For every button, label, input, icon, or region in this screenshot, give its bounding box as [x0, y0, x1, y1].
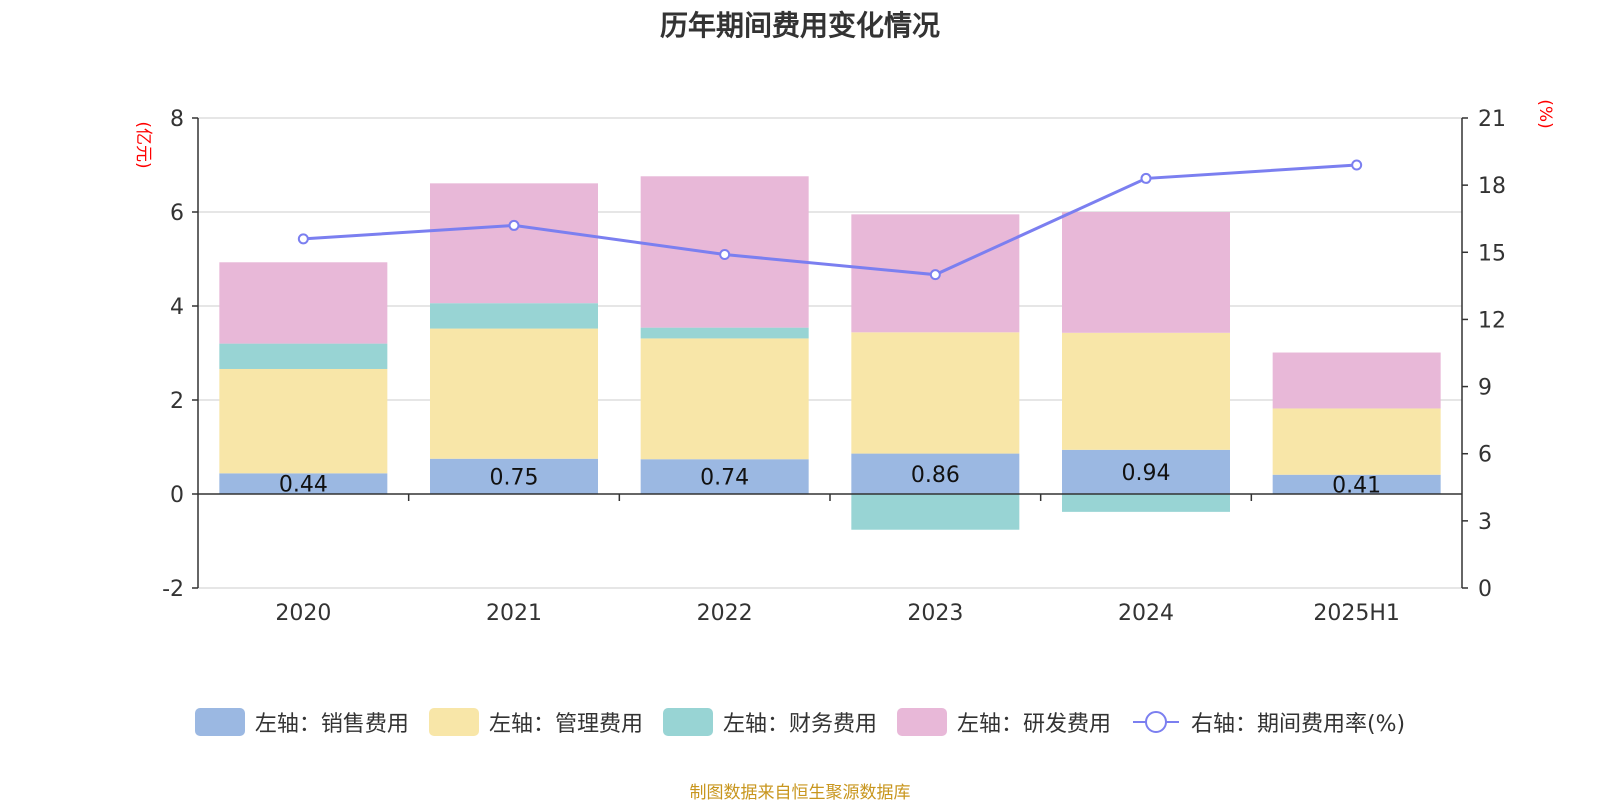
- data-label-sales: 0.74: [700, 466, 749, 491]
- right-axis-tick-label: 3: [1478, 510, 1492, 535]
- bar-segment: [1062, 449, 1230, 494]
- x-axis-tick-label: 2022: [697, 601, 753, 626]
- rate-point: [719, 249, 731, 261]
- rate-point: [297, 233, 309, 245]
- x-axis-tick-label: 2024: [1118, 601, 1174, 626]
- legend-swatch-rd: [896, 708, 947, 736]
- legend-line-marker-icon: [1132, 711, 1179, 733]
- rate-point: [1351, 159, 1363, 171]
- bar-segment: [640, 327, 809, 339]
- x-axis-tick-label: 2025H1: [1313, 601, 1400, 626]
- bar-segment: [219, 473, 388, 494]
- rate-point: [1140, 172, 1152, 184]
- bar-segment: [219, 368, 388, 474]
- bar-segment: [851, 494, 1020, 530]
- bar-segment: [430, 183, 598, 304]
- right-axis-tick-label: 0: [1478, 577, 1492, 602]
- right-axis-tick-label: 9: [1478, 376, 1492, 401]
- right-axis-tick-label: 15: [1478, 241, 1506, 266]
- bar-segment: [1062, 494, 1230, 512]
- bar-segment: [1062, 212, 1230, 333]
- bar-segment: [640, 459, 809, 494]
- data-label-sales: 0.41: [1332, 473, 1381, 498]
- x-axis-tick-label: 2021: [486, 601, 542, 626]
- bar-segment: [430, 458, 598, 494]
- legend-label-rate: 右轴：期间费用率(%): [1190, 712, 1406, 737]
- legend-item-finance[interactable]: 左轴：财务费用: [662, 706, 877, 738]
- legend-swatch-admin: [428, 708, 479, 736]
- rate-point: [508, 219, 520, 231]
- bar-segment: [851, 453, 1020, 494]
- chart-legend: 左轴：销售费用 左轴：管理费用 左轴：财务费用 左轴：研发费用 右轴：期间费用率…: [0, 706, 1600, 738]
- data-label-sales: 0.75: [490, 465, 539, 490]
- legend-item-admin[interactable]: 左轴：管理费用: [428, 706, 643, 738]
- left-axis-tick-label: -2: [162, 577, 184, 602]
- right-axis-tick-label: 6: [1478, 443, 1492, 468]
- left-axis-tick-label: 2: [170, 389, 184, 414]
- chart-plot: -2 0 2 4 6 8 0 3 6 9 12 15 18 21 (亿元) (%) 2020 2021 2022 20…: [133, 99, 1555, 626]
- bar-segment: [640, 338, 809, 460]
- x-axis-tick-label: 2020: [275, 601, 331, 626]
- source-note: 制图数据来自恒生聚源数据库: [689, 783, 911, 803]
- left-axis-unit-label: (亿元): [133, 121, 153, 168]
- bar-segment: [1272, 408, 1441, 475]
- bar-segment: [1272, 352, 1441, 409]
- data-label-sales: 0.94: [1122, 461, 1171, 486]
- legend-label-sales: 左轴：销售费用: [254, 712, 409, 737]
- data-label-sales: 0.44: [279, 473, 328, 498]
- left-axis-tick-label: 6: [170, 201, 184, 226]
- bar-segment: [219, 262, 388, 344]
- right-axis-tick-label: 12: [1478, 308, 1506, 333]
- bar-segment: [219, 343, 388, 369]
- legend-swatch-sales: [194, 708, 245, 736]
- legend-item-sales[interactable]: 左轴：销售费用: [194, 706, 409, 738]
- legend-item-rd[interactable]: 左轴：研发费用: [896, 706, 1111, 738]
- left-axis-tick-label: 8: [170, 107, 184, 132]
- legend-label-finance: 左轴：财务费用: [722, 712, 877, 737]
- rate-line: [303, 163, 1357, 277]
- x-axis-tick-label: 2023: [907, 601, 963, 626]
- legend-item-rate[interactable]: 右轴：期间费用率(%): [1131, 706, 1405, 738]
- right-axis-tick-label: 21: [1478, 107, 1506, 132]
- legend-label-admin: 左轴：管理费用: [488, 712, 643, 737]
- left-axis-tick-label: 0: [170, 483, 184, 508]
- left-axis-tick-label: 4: [170, 295, 184, 320]
- data-label-sales: 0.86: [911, 463, 960, 488]
- legend-label-rd: 左轴：研发费用: [956, 712, 1111, 737]
- bar-segment: [430, 328, 598, 459]
- bar-segment: [430, 303, 598, 329]
- right-axis-unit-label: (%): [1535, 99, 1555, 128]
- rate-point: [929, 269, 941, 281]
- bar-segment: [851, 332, 1020, 454]
- legend-swatch-finance: [662, 708, 713, 736]
- right-axis-tick-label: 18: [1478, 174, 1506, 199]
- bar-segment: [1062, 332, 1230, 450]
- chart-title: 历年期间费用变化情况: [659, 9, 940, 42]
- bar-segment: [1272, 474, 1441, 494]
